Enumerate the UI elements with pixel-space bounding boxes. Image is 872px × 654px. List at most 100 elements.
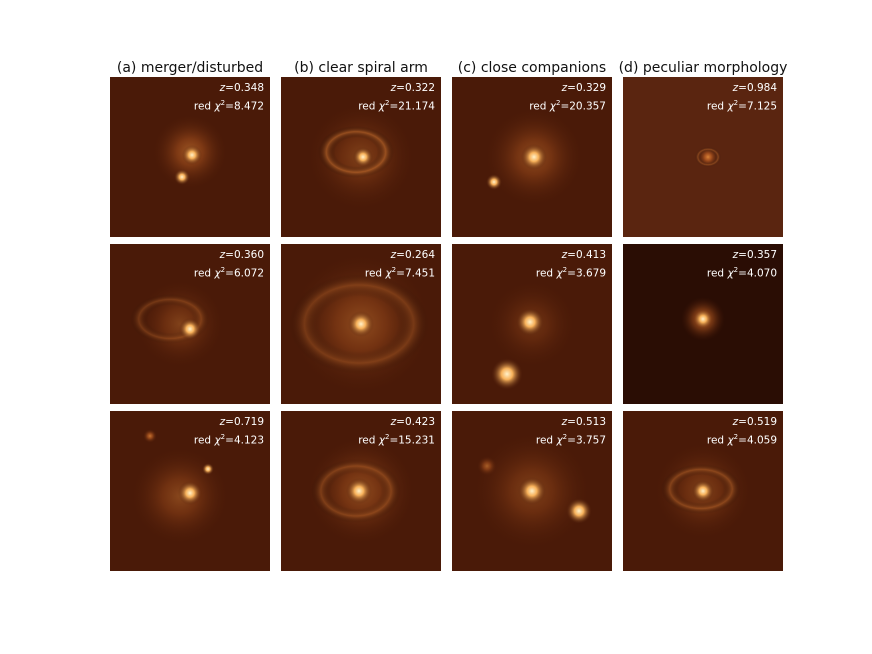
column-title-b: (b) clear spiral arm [294, 60, 428, 76]
panel-label: z=0.360 red χ2=6.072 [194, 248, 264, 282]
column-title-a: (a) merger/disturbed [116, 60, 264, 76]
galaxy-panel-a1: z=0.348 red χ2=8.472 [110, 77, 270, 237]
chi-square-value: =4.123 [225, 434, 264, 447]
panel-label: z=0.348 red χ2=8.472 [194, 81, 264, 115]
chi-square-text: red χ2=4.123 [193, 433, 264, 447]
chi-square-text: red χ2=21.174 [358, 99, 435, 113]
galaxy-image [623, 77, 783, 237]
galaxy-image [281, 411, 441, 571]
redshift-value: =0.984 [738, 82, 777, 94]
chi-square-value: =21.174 [389, 100, 435, 113]
galaxy-light [518, 477, 546, 505]
galaxy-panel-b2: z=0.264 red χ2=7.451 [281, 244, 441, 404]
galaxy-light [353, 147, 373, 167]
redshift-value: =0.719 [225, 416, 264, 428]
galaxy-image [110, 244, 270, 404]
galaxy-panel-a3: z=0.719 red χ2=4.123 [110, 411, 270, 571]
galaxy-panel-d1: z=0.984 red χ2=7.125 [623, 77, 783, 237]
galaxy-light [692, 480, 714, 502]
chi-square-value: =7.451 [396, 267, 435, 280]
redshift-text: z=0.513 [561, 416, 606, 428]
chi-square-text: red χ2=3.679 [535, 266, 606, 280]
galaxy-light [486, 174, 502, 190]
galaxy-panel-c3: z=0.513 red χ2=3.757 [452, 411, 612, 571]
galaxy-image [110, 77, 270, 237]
redshift-text: z=0.264 [390, 249, 435, 261]
redshift-value: =0.513 [567, 416, 606, 428]
galaxy-image [623, 411, 783, 571]
redshift-text: z=0.360 [219, 249, 264, 261]
galaxy-light [179, 318, 201, 340]
panel-label: z=0.719 red χ2=4.123 [194, 415, 264, 449]
chi-square-value: =7.125 [738, 100, 777, 113]
galaxy-panel-d3: z=0.519 red χ2=4.059 [623, 411, 783, 571]
galaxy-arm [695, 147, 721, 167]
panel-label: z=0.264 red χ2=7.451 [365, 248, 435, 282]
galaxy-light [143, 429, 157, 443]
chi-square-value: =3.757 [567, 434, 606, 447]
panel-label: z=0.413 red χ2=3.679 [536, 248, 606, 282]
redshift-value: =0.360 [225, 249, 264, 261]
chi-square-value: =8.472 [225, 100, 264, 113]
panel-label: z=0.984 red χ2=7.125 [707, 81, 777, 115]
chi-square-value: =15.231 [389, 434, 435, 447]
redshift-value: =0.357 [738, 249, 777, 261]
galaxy-panel-b3: z=0.423 red χ2=15.231 [281, 411, 441, 571]
chi-square-text: red χ2=4.070 [706, 266, 777, 280]
chi-square-text: red χ2=7.451 [364, 266, 435, 280]
galaxy-image [281, 77, 441, 237]
galaxy-light [202, 463, 214, 475]
redshift-text: z=0.322 [390, 82, 435, 94]
chi-square-value: =6.072 [225, 267, 264, 280]
panel-label: z=0.357 red χ2=4.070 [707, 248, 777, 282]
galaxy-light [693, 309, 713, 329]
chi-square-value: =4.070 [738, 267, 777, 280]
redshift-value: =0.264 [396, 249, 435, 261]
chi-square-text: red χ2=20.357 [529, 99, 606, 113]
galaxy-panel-c1: z=0.329 red χ2=20.357 [452, 77, 612, 237]
galaxy-image [452, 77, 612, 237]
redshift-value: =0.329 [567, 82, 606, 94]
galaxy-light [521, 144, 547, 170]
chi-square-text: red χ2=7.125 [706, 99, 777, 113]
panel-label: z=0.423 red χ2=15.231 [358, 415, 435, 449]
panel-label: z=0.322 red χ2=21.174 [358, 81, 435, 115]
chi-square-text: red χ2=15.231 [358, 433, 435, 447]
redshift-value: =0.348 [225, 82, 264, 94]
galaxy-image [623, 244, 783, 404]
panel-label: z=0.329 red χ2=20.357 [529, 81, 606, 115]
panel-label: z=0.513 red χ2=3.757 [536, 415, 606, 449]
redshift-value: =0.423 [396, 416, 435, 428]
column-title-d: (d) peculiar morphology [618, 60, 788, 76]
redshift-text: z=0.984 [732, 82, 777, 94]
galaxy-light [182, 145, 202, 165]
galaxy-light [491, 358, 523, 390]
galaxy-panel-a2: z=0.360 red χ2=6.072 [110, 244, 270, 404]
redshift-text: z=0.719 [219, 416, 264, 428]
redshift-text: z=0.519 [732, 416, 777, 428]
galaxy-image [110, 411, 270, 571]
galaxy-light [346, 478, 372, 504]
redshift-text: z=0.423 [390, 416, 435, 428]
galaxy-light [174, 169, 190, 185]
chi-square-text: red χ2=3.757 [535, 433, 606, 447]
redshift-text: z=0.357 [732, 249, 777, 261]
chi-square-text: red χ2=4.059 [706, 433, 777, 447]
chi-square-value: =20.357 [560, 100, 606, 113]
galaxy-image [452, 244, 612, 404]
redshift-text: z=0.348 [219, 82, 264, 94]
column-title-c: (c) close companions [457, 60, 607, 76]
galaxy-light [348, 311, 374, 337]
redshift-value: =0.322 [396, 82, 435, 94]
redshift-text: z=0.329 [561, 82, 606, 94]
panel-label: z=0.519 red χ2=4.059 [707, 415, 777, 449]
chi-square-text: red χ2=8.472 [193, 99, 264, 113]
redshift-value: =0.413 [567, 249, 606, 261]
chi-square-value: =3.679 [567, 267, 606, 280]
galaxy-light [477, 456, 497, 476]
galaxy-image [281, 244, 441, 404]
galaxy-light [516, 308, 544, 336]
redshift-value: =0.519 [738, 416, 777, 428]
galaxy-panel-b1: z=0.322 red χ2=21.174 [281, 77, 441, 237]
galaxy-light [178, 481, 202, 505]
